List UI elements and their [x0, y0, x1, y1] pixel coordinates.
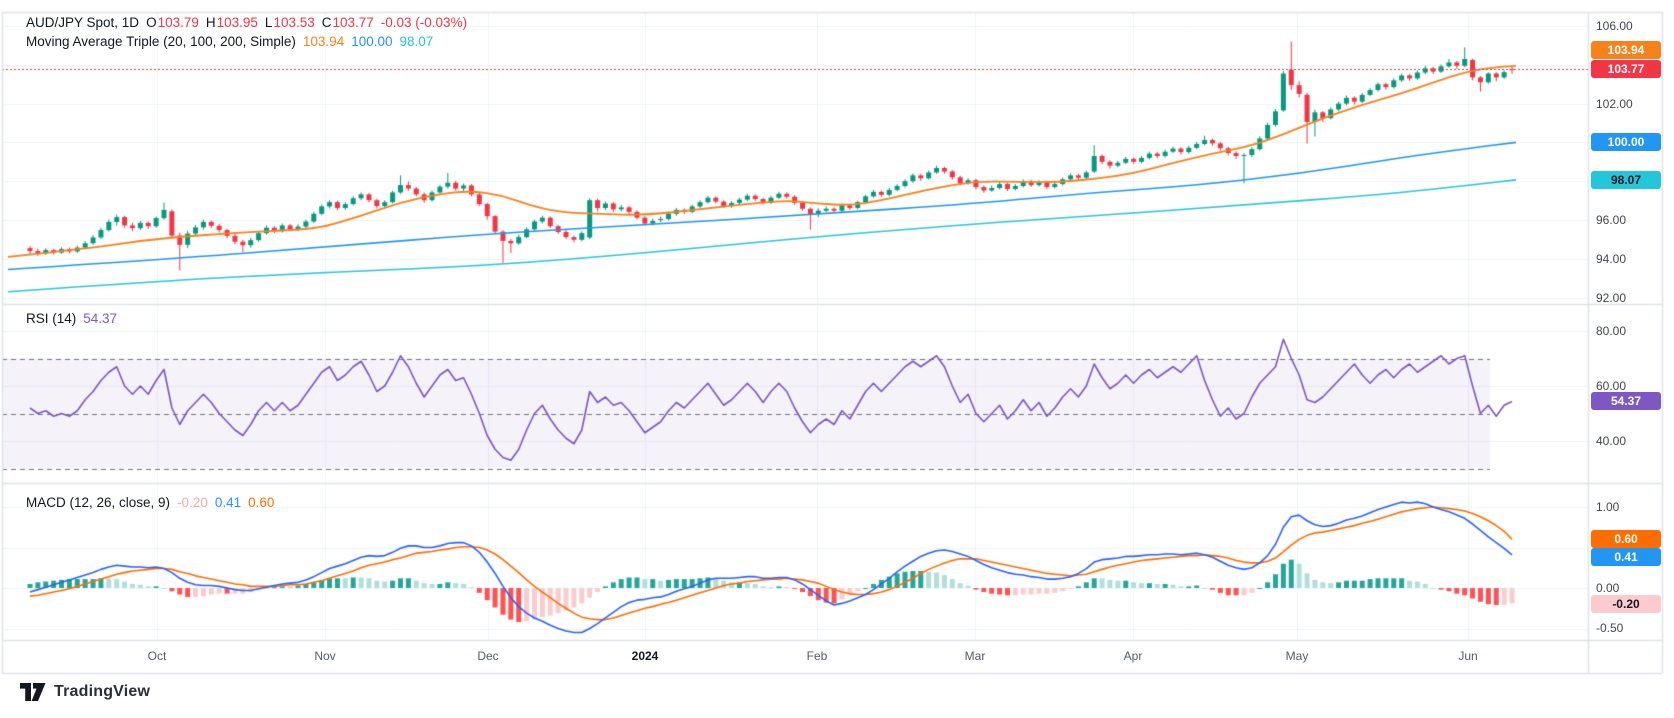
ma200-value: 98.07: [399, 34, 434, 49]
time-axis-label-feb: Feb: [806, 649, 828, 663]
open-value: 103.79: [157, 15, 199, 30]
open-label: O: [146, 15, 157, 30]
price-axis-label: 92.00: [1596, 291, 1627, 305]
ma100-badge: 100.00: [1591, 133, 1661, 151]
high-label: H: [205, 15, 216, 30]
price-axis-label: 96.00: [1596, 213, 1627, 227]
time-axis-label-mar: Mar: [964, 649, 986, 663]
high-value: 103.95: [216, 15, 258, 30]
legend-main: AUD/JPY Spot, 1D O 103.79 H 103.95 L 103.53…: [26, 15, 467, 53]
macd-axis-label: 0.00: [1596, 581, 1620, 595]
price-axis-label: 106.00: [1596, 19, 1633, 33]
ma-indicator-title: Moving Average Triple (20, 100, 200, Sim…: [26, 34, 296, 49]
time-axis-label-nov: Nov: [314, 649, 336, 663]
macd-line-value: 0.41: [214, 495, 242, 510]
rsi-value: 54.37: [83, 311, 118, 326]
ma20-value: 103.94: [302, 34, 345, 49]
rsi-indicator-title: RSI (14): [26, 311, 77, 326]
change-value: -0.03 (-0.03%): [380, 15, 468, 30]
price-axis-label: 102.00: [1596, 97, 1633, 111]
macd-line-badge: 0.41: [1591, 548, 1661, 566]
time-axis-label-may: May: [1285, 649, 1309, 663]
low-value: 103.53: [273, 15, 315, 30]
last-price-badge: 103.77: [1591, 60, 1661, 78]
rsi-badge: 54.37: [1591, 392, 1661, 410]
macd-hist-value: -0.20: [177, 495, 208, 510]
price-axis-label: 94.00: [1596, 252, 1627, 266]
rsi-axis-label: 80.00: [1596, 324, 1627, 338]
legend-symbol-row[interactable]: AUD/JPY Spot, 1D O 103.79 H 103.95 L 103.53…: [26, 15, 467, 30]
time-axis-label-2024: 2024: [631, 649, 659, 663]
close-value: 103.77: [332, 15, 374, 30]
macd-axis-label: 1.00: [1596, 500, 1620, 514]
legend-macd[interactable]: MACD (12, 26, close, 9) -0.20 0.41 0.60: [26, 495, 274, 514]
price-axis[interactable]: [1590, 12, 1674, 640]
tradingview-logo[interactable]: TradingView: [20, 682, 150, 702]
rsi-axis-label: 40.00: [1596, 434, 1627, 448]
symbol-title: AUD/JPY Spot, 1D: [26, 15, 140, 30]
time-axis-label-apr: Apr: [1123, 649, 1143, 663]
macd-signal-badge: 0.60: [1591, 530, 1661, 548]
macd-indicator-title: MACD (12, 26, close, 9): [26, 495, 171, 510]
macd-hist-badge: -0.20: [1591, 595, 1661, 613]
macd-axis-label: -0.50: [1596, 621, 1624, 635]
rsi-axis-label: 60.00: [1596, 379, 1627, 393]
macd-signal-value: 0.60: [248, 495, 275, 510]
ma200-badge: 98.07: [1591, 171, 1661, 189]
low-label: L: [264, 15, 273, 30]
close-label: C: [321, 15, 332, 30]
tradingview-logo-text: TradingView: [54, 683, 151, 700]
legend-rsi[interactable]: RSI (14) 54.37: [26, 311, 117, 330]
tradingview-logo-icon: [20, 683, 46, 701]
ma20-badge: 103.94: [1591, 41, 1661, 59]
time-axis-label-oct: Oct: [147, 649, 167, 663]
legend-ma-row[interactable]: Moving Average Triple (20, 100, 200, Sim…: [26, 34, 467, 49]
time-axis[interactable]: [0, 641, 1588, 673]
ma100-value: 100.00: [351, 34, 393, 49]
time-axis-label-dec: Dec: [477, 649, 499, 663]
time-axis-label-jun: Jun: [1458, 649, 1478, 663]
